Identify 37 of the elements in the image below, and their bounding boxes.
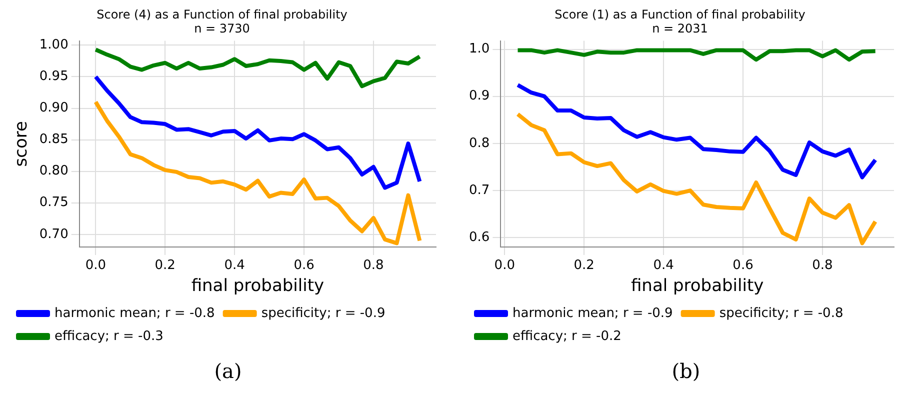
y-tick-label: 0.90 [39, 100, 68, 116]
y-axis-title: score [12, 121, 32, 167]
y-tick-label: 0.95 [39, 69, 68, 84]
chart-subtitle: n = 2031 [652, 22, 708, 36]
y-tick-label: 0.75 [39, 195, 68, 210]
y-tick-label: 0.9 [468, 88, 490, 104]
legend-label: efficacy; r = -0.2 [512, 328, 622, 344]
legend-label: specificity; r = -0.9 [261, 306, 386, 321]
chart-title: Score (4) as a Function of final probability [96, 7, 348, 22]
x-axis-title: final probability [191, 276, 324, 296]
x-axis-title: final probability [630, 276, 764, 296]
y-tick-label: 0.6 [468, 230, 490, 245]
y-tick-label: 1.00 [39, 38, 68, 53]
y-tick-label: 0.70 [39, 226, 68, 242]
x-tick-label: 0.6 [294, 258, 314, 274]
text: (b) [670, 359, 702, 383]
x-tick-label: 0.4 [224, 258, 245, 274]
x-tick-label: 0.0 [494, 258, 515, 274]
x-tick-label: 0.8 [812, 258, 833, 274]
y-tick-label: 0.85 [39, 132, 68, 148]
legend-label: harmonic mean; r = -0.9 [512, 306, 673, 321]
x-tick-label: 0.0 [85, 258, 106, 274]
chart-subtitle: n = 3730 [194, 22, 250, 36]
y-tick-label: 0.80 [39, 164, 68, 179]
legend-label: harmonic mean; r = -0.8 [54, 306, 215, 321]
legend-label: efficacy; r = -0.3 [54, 328, 164, 344]
y-tick-label: 0.7 [468, 182, 490, 198]
y-tick-label: 0.8 [468, 136, 490, 151]
x-tick-label: 0.8 [363, 258, 384, 274]
x-tick-label: 0.2 [154, 258, 176, 274]
x-tick-label: 0.6 [732, 258, 754, 274]
x-tick-label: 0.4 [653, 258, 674, 274]
x-tick-label: 0.2 [574, 258, 594, 274]
legend-label: specificity; r = -0.8 [719, 306, 844, 321]
y-tick-label: 1.0 [468, 42, 490, 57]
text: (a) [213, 359, 243, 383]
chart-title: Score (1) as a Function of final probability [554, 7, 806, 22]
